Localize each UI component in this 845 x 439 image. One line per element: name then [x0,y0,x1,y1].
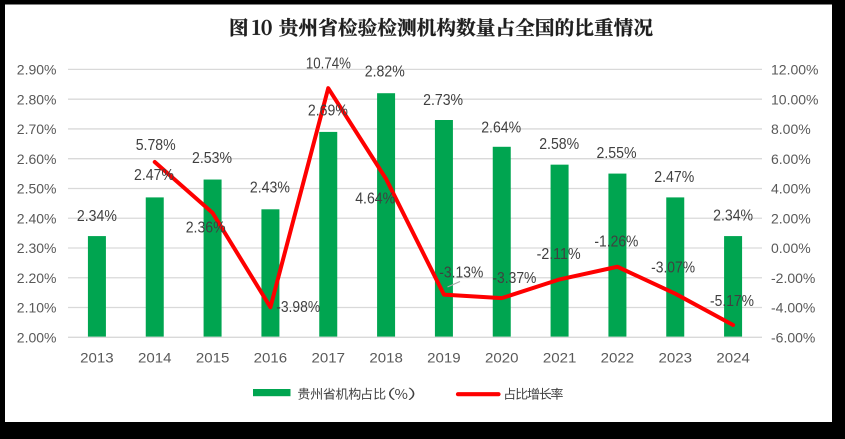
svg-text:10.00%: 10.00% [771,91,818,107]
svg-text:2.00%: 2.00% [17,329,57,345]
svg-text:2014: 2014 [138,349,172,365]
svg-text:2023: 2023 [659,349,693,365]
svg-text:-3.37%: -3.37% [492,270,536,287]
svg-text:10.74%: 10.74% [306,56,351,73]
svg-text:2.73%: 2.73% [423,92,463,109]
svg-text:6.00%: 6.00% [771,151,811,167]
svg-text:2022: 2022 [601,349,635,365]
svg-text:2.34%: 2.34% [713,208,753,225]
svg-text:2017: 2017 [312,349,346,365]
svg-text:2.50%: 2.50% [17,181,57,197]
svg-text:2019: 2019 [427,349,461,365]
svg-text:-3.13%: -3.13% [439,264,483,281]
svg-text:2024: 2024 [716,349,750,365]
svg-text:2.47%: 2.47% [654,169,694,186]
svg-text:5.78%: 5.78% [136,137,176,154]
svg-text:2013: 2013 [80,349,114,365]
svg-text:0.00%: 0.00% [771,240,811,256]
svg-text:2015: 2015 [196,349,230,365]
svg-text:2.70%: 2.70% [17,121,57,137]
svg-text:2.82%: 2.82% [365,63,405,80]
svg-text:2.90%: 2.90% [17,62,57,78]
svg-text:2021: 2021 [543,349,577,365]
svg-text:-6.00%: -6.00% [771,329,815,345]
svg-text:2.30%: 2.30% [17,240,57,256]
svg-text:2.34%: 2.34% [77,208,117,225]
svg-text:2.20%: 2.20% [17,270,57,286]
svg-text:2.60%: 2.60% [17,151,57,167]
svg-text:2020: 2020 [485,349,519,365]
svg-text:-3.98%: -3.98% [276,299,320,316]
svg-text:-5.17%: -5.17% [710,293,754,310]
svg-text:2.36%: 2.36% [186,220,226,237]
svg-text:4.00%: 4.00% [771,181,811,197]
svg-text:2.40%: 2.40% [17,210,57,226]
svg-text:-1.26%: -1.26% [594,234,638,251]
svg-text:-2.11%: -2.11% [537,246,581,263]
svg-text:4.64%: 4.64% [355,191,395,208]
svg-text:2.47%: 2.47% [134,167,174,184]
svg-text:-3.07%: -3.07% [651,259,695,276]
svg-text:2.53%: 2.53% [192,150,232,167]
svg-text:2.69%: 2.69% [308,103,348,120]
svg-text:2018: 2018 [369,349,403,365]
svg-text:2.64%: 2.64% [481,119,521,136]
svg-text:2.00%: 2.00% [771,210,811,226]
svg-text:8.00%: 8.00% [771,121,811,137]
svg-text:-2.00%: -2.00% [771,270,815,286]
svg-text:2.55%: 2.55% [597,145,637,162]
svg-text:2.10%: 2.10% [17,300,57,316]
svg-text:12.00%: 12.00% [771,62,818,78]
svg-text:2.80%: 2.80% [17,91,57,107]
svg-text:-4.00%: -4.00% [771,300,815,316]
svg-text:2016: 2016 [254,349,288,365]
svg-text:2.43%: 2.43% [250,180,290,197]
svg-text:2.58%: 2.58% [539,136,579,153]
